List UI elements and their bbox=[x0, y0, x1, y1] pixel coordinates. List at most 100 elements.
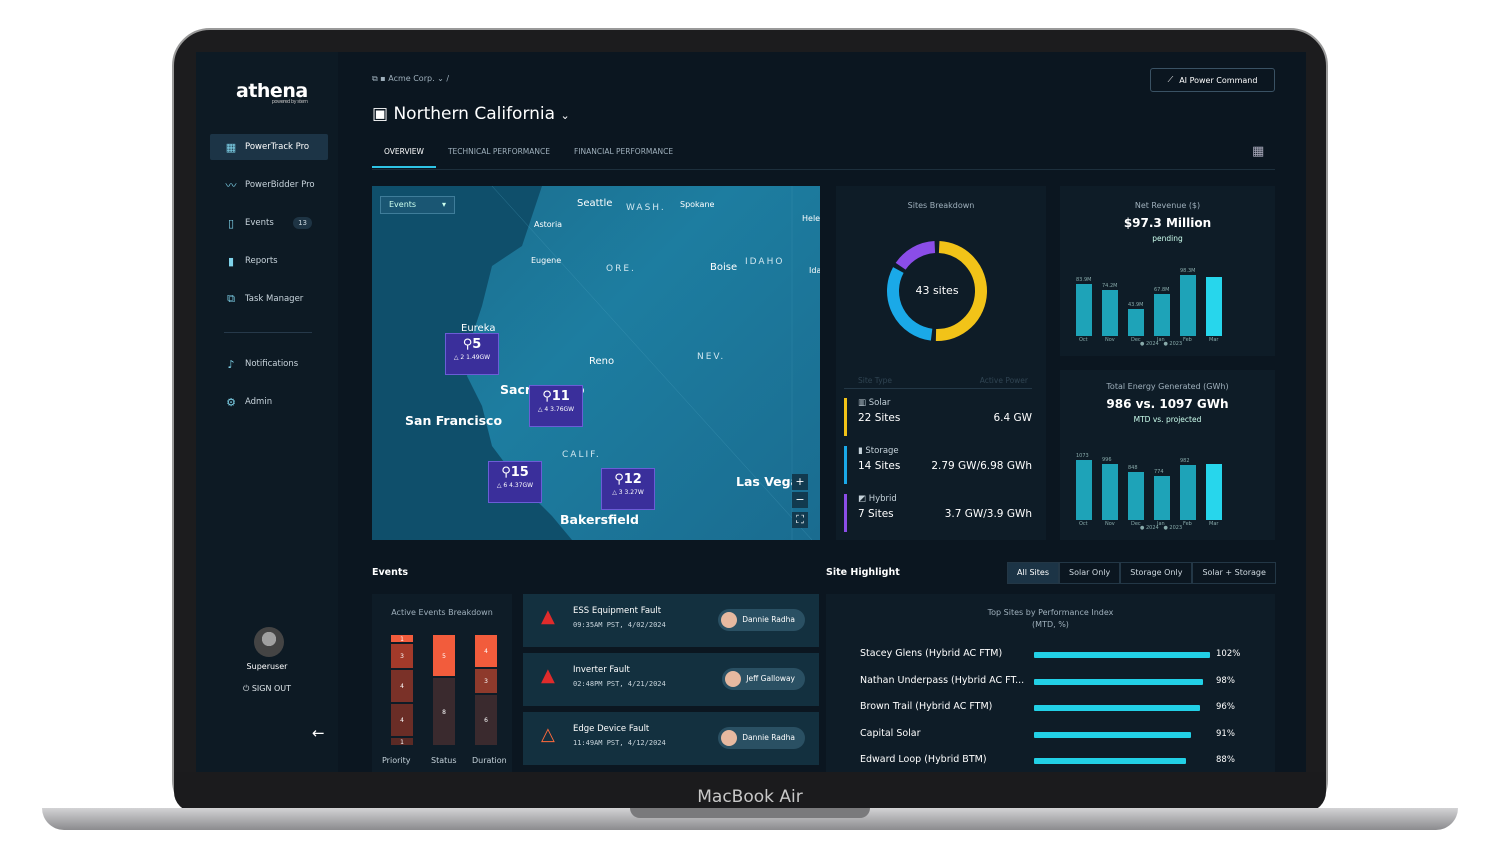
site-type-row-hybrid[interactable]: ◩ Hybrid 7 Sites 3.7 GW/3.9 GWh bbox=[844, 494, 1032, 532]
site-name[interactable]: Edward Loop (Hybrid BTM) bbox=[860, 754, 987, 765]
donut-slice[interactable] bbox=[887, 267, 933, 341]
admin-gear-icon: ⚙ bbox=[226, 395, 236, 409]
col-priority-label: Priority bbox=[382, 756, 411, 765]
month-label: Mar bbox=[1209, 337, 1219, 343]
event-count-segment[interactable]: 4 bbox=[474, 634, 498, 668]
chart-bar[interactable] bbox=[1128, 309, 1144, 336]
event-card[interactable]: △ Edge Device Fault 11:49AM PST, 4/12/2024… bbox=[523, 712, 819, 765]
chart-bar[interactable] bbox=[1076, 284, 1092, 336]
performance-bar bbox=[1034, 705, 1200, 711]
chart-bar[interactable] bbox=[1206, 277, 1222, 336]
filter-storage-only[interactable]: Storage Only bbox=[1120, 562, 1193, 584]
city-label: San Francisco bbox=[405, 413, 503, 428]
city-label: Eugene bbox=[531, 256, 562, 265]
tab-financial-performance[interactable]: FINANCIAL PERFORMANCE bbox=[574, 147, 674, 156]
page-title[interactable]: ▣ Northern California ⌄ bbox=[372, 104, 570, 124]
assignee-pill[interactable]: Dannie Radha bbox=[718, 609, 805, 631]
event-count-segment[interactable]: 5 bbox=[432, 634, 456, 677]
fullscreen-icon[interactable]: ⛶ bbox=[792, 512, 808, 528]
sidebar-item-task-manager[interactable]: ⧉ Task Manager bbox=[210, 286, 328, 312]
event-count-segment[interactable]: 1 bbox=[390, 634, 414, 643]
event-count-segment[interactable]: 8 bbox=[432, 677, 456, 746]
events-section-title: Events bbox=[372, 567, 409, 578]
sidebar-item-reports[interactable]: ▮ Reports bbox=[210, 248, 328, 274]
event-count-segment[interactable]: 4 bbox=[390, 703, 414, 737]
laptop-bezel bbox=[174, 772, 1326, 812]
event-card[interactable]: ▲ Inverter Fault 02:48PM PST, 4/21/2024 Jef… bbox=[523, 653, 819, 706]
avatar[interactable] bbox=[254, 627, 284, 657]
chart-bar[interactable] bbox=[1180, 465, 1196, 520]
event-count-segment[interactable]: 3 bbox=[474, 668, 498, 694]
tab-technical-performance[interactable]: TECHNICAL PERFORMANCE bbox=[447, 147, 550, 156]
event-count-segment[interactable]: 3 bbox=[390, 643, 414, 669]
site-name[interactable]: Brown Trail (Hybrid AC FTM) bbox=[860, 701, 993, 712]
month-label: Feb bbox=[1183, 337, 1192, 343]
month-label: Nov bbox=[1105, 337, 1115, 343]
site-cluster-pin[interactable]: ⚲15 △ 6 4.37GW bbox=[488, 461, 542, 503]
sign-out-button[interactable]: ⏻ SIGN OUT bbox=[242, 684, 292, 693]
sidebar-item-admin[interactable]: ⚙ Admin bbox=[210, 389, 328, 415]
bar-value-label: 67.8M bbox=[1154, 287, 1170, 293]
assignee-pill[interactable]: Dannie Radha bbox=[718, 727, 805, 749]
event-count-segment[interactable]: 1 bbox=[390, 737, 414, 746]
tab-overview[interactable]: OVERVIEW bbox=[372, 140, 436, 168]
chart-bar[interactable] bbox=[1128, 472, 1144, 520]
chart-bar[interactable] bbox=[1154, 476, 1170, 520]
assignee-pill[interactable]: Jeff Galloway bbox=[722, 668, 805, 690]
chart-legend: ● 2024 ● 2023 bbox=[1140, 525, 1183, 531]
sidebar-item-events[interactable]: ▯ Events 13 bbox=[210, 210, 328, 236]
chart-legend: ● 2024 ● 2023 bbox=[1140, 341, 1183, 347]
priority-p1-icon: ▲ bbox=[541, 606, 555, 627]
zoom-out-button[interactable]: − bbox=[792, 492, 808, 508]
sidebar-item-powerbidder[interactable]: 〰 PowerBidder Pro bbox=[225, 179, 315, 192]
site-type-row-storage[interactable]: ▮ Storage 14 Sites 2.79 GW/6.98 GWh bbox=[844, 446, 1032, 484]
site-name[interactable]: Capital Solar bbox=[860, 727, 921, 739]
site-cluster-pin[interactable]: ⚲12 △ 3 3.27W bbox=[601, 468, 655, 510]
device-label: MacBook Air bbox=[697, 787, 803, 807]
city-label: Spokane bbox=[680, 200, 715, 209]
site-type-row-solar[interactable]: ▥ Solar 22 Sites 6.4 GW bbox=[844, 398, 1032, 436]
priority-p2-icon: △ bbox=[541, 724, 555, 745]
chart-trend-icon: 〰 bbox=[225, 179, 237, 192]
donut-slice[interactable] bbox=[895, 241, 936, 270]
state-label: CALIF. bbox=[562, 450, 601, 460]
sidebar-item-notifications[interactable]: ♪ Notifications bbox=[210, 351, 328, 377]
chart-bar[interactable] bbox=[1102, 290, 1118, 336]
ai-power-command-button[interactable]: ⟋ AI Power Command bbox=[1150, 68, 1275, 92]
performance-bar bbox=[1034, 731, 1191, 738]
power-icon: ⏻ bbox=[242, 684, 252, 693]
site-name[interactable]: Stacey Glens (Hybrid AC FTM) bbox=[860, 648, 1003, 659]
event-count-segment[interactable]: 4 bbox=[390, 669, 414, 703]
collapse-arrow-icon[interactable]: ← bbox=[312, 724, 325, 742]
chart-bar[interactable] bbox=[1180, 275, 1196, 336]
bar-value-label: 848 bbox=[1128, 465, 1138, 471]
calendar-icon: ▯ bbox=[227, 216, 235, 230]
site-cluster-pin[interactable]: ⚲5 △ 2 1.49GW bbox=[445, 333, 499, 375]
col-status-label: Status bbox=[431, 756, 457, 765]
event-card[interactable]: ▲ ESS Equipment Fault 09:35AM PST, 4/02/20… bbox=[523, 594, 819, 647]
layout-grid-icon[interactable]: ▦ bbox=[1252, 144, 1265, 159]
events-filter-select[interactable]: Events ▾ bbox=[380, 196, 455, 214]
filter-solar-storage[interactable]: Solar + Storage bbox=[1192, 562, 1276, 584]
filter-solar-only[interactable]: Solar Only bbox=[1059, 562, 1121, 584]
performance-value: 102% bbox=[1216, 649, 1241, 659]
solar-panel-icon: ▥ bbox=[858, 398, 869, 408]
donut-slice[interactable] bbox=[935, 241, 987, 341]
athena-logo[interactable]: athena powered by stem bbox=[236, 80, 308, 105]
event-count-segment[interactable]: 6 bbox=[474, 694, 498, 746]
chart-bar[interactable] bbox=[1076, 460, 1092, 520]
zoom-in-button[interactable]: + bbox=[792, 474, 808, 490]
month-label: Nov bbox=[1105, 521, 1115, 527]
performance-bar bbox=[1034, 758, 1186, 764]
sidebar-item-powertrack[interactable]: ▦ PowerTrack Pro bbox=[210, 134, 328, 160]
breadcrumb: ⧉ ▪ Acme Corp. ⌄ / bbox=[372, 74, 450, 83]
chart-bar[interactable] bbox=[1206, 464, 1222, 520]
site-cluster-pin[interactable]: ⚲11 △ 4 3.76GW bbox=[529, 385, 583, 427]
chart-bar[interactable] bbox=[1102, 464, 1118, 520]
site-name[interactable]: Nathan Underpass (Hybrid AC FT... bbox=[860, 674, 1025, 686]
bar-chart-icon: ▮ bbox=[227, 254, 235, 268]
chart-bar[interactable] bbox=[1154, 294, 1170, 336]
sites-map[interactable]: Events ▾ Seattle Spokane Astoria Eugene … bbox=[372, 186, 820, 540]
filter-all-sites[interactable]: All Sites bbox=[1007, 562, 1059, 584]
energy-panel: Total Energy Generated (GWh) 986 vs. 109… bbox=[1060, 370, 1275, 540]
